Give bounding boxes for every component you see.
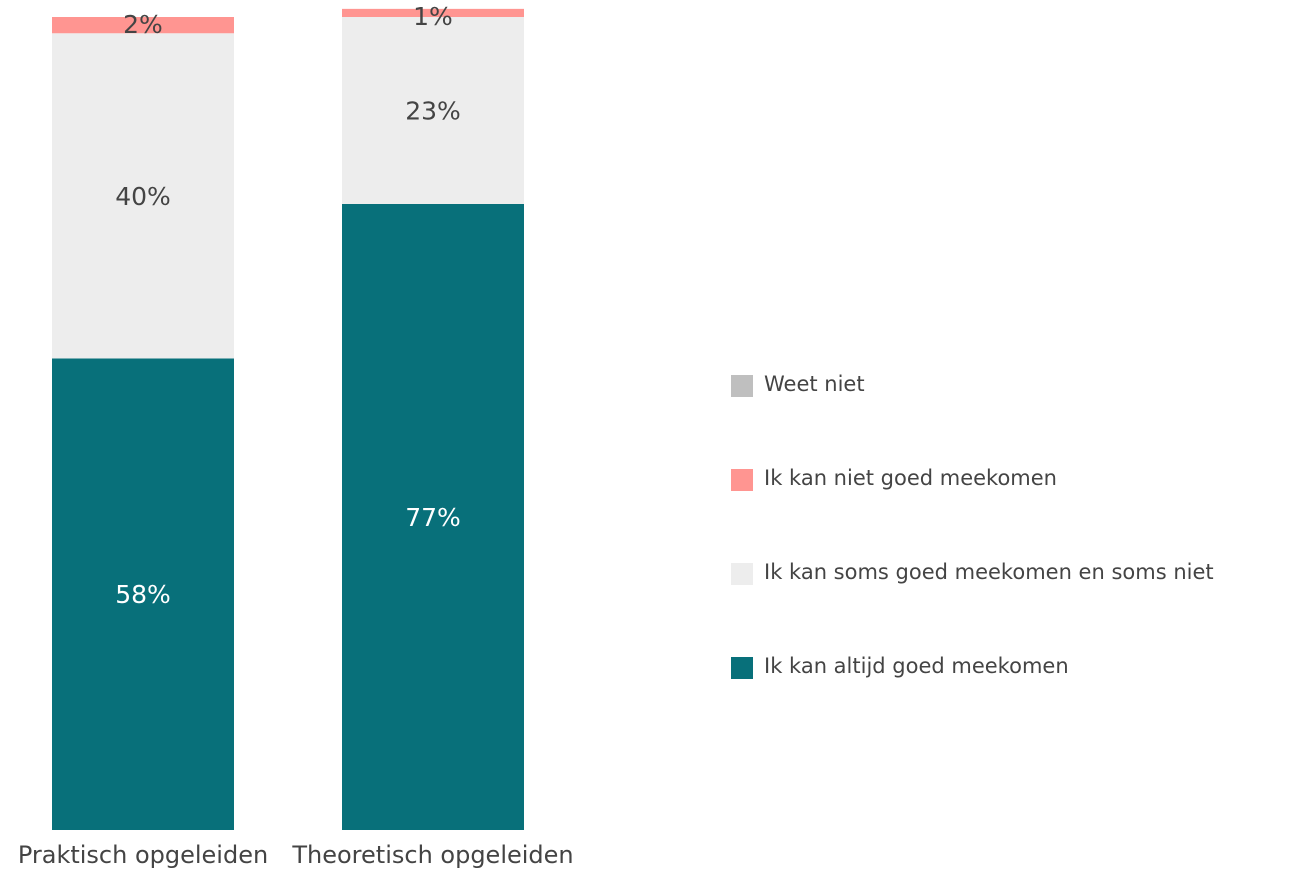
data-label-theoretisch-opgeleiden-ik-kan-altijd-goed-meekomen: 77% (405, 503, 461, 532)
bar-segment-praktisch-opgeleiden-ik-kan-altijd-goed-meekomen (52, 358, 234, 830)
legend-label-weet-niet: Weet niet (764, 372, 865, 396)
legend-label-ik-kan-niet-goed-meekomen: Ik kan niet goed meekomen (764, 466, 1057, 490)
bar-segment-praktisch-opgeleiden-ik-kan-niet-goed-meekomen (52, 17, 234, 34)
legend-swatch-weet-niet (731, 375, 753, 397)
legend-swatch-ik-kan-niet-goed-meekomen (731, 469, 753, 491)
legend-label-ik-kan-altijd-goed-meekomen: Ik kan altijd goed meekomen (764, 654, 1069, 678)
bar-segment-theoretisch-opgeleiden-ik-kan-niet-goed-meekomen (342, 8, 524, 17)
category-label-praktisch-opgeleiden: Praktisch opgeleiden (18, 841, 268, 869)
bar-segment-theoretisch-opgeleiden-ik-kan-altijd-goed-meekomen (342, 203, 524, 831)
data-label-praktisch-opgeleiden-ik-kan-soms-goed-meekomen-en-soms-niet: 40% (115, 182, 171, 211)
segment-labels-group: 58% 40% 2% 77% 23% 1% (115, 2, 461, 609)
bars-group (52, 8, 524, 831)
legend-swatch-ik-kan-altijd-goed-meekomen (731, 657, 753, 679)
category-label-theoretisch-opgeleiden: Theoretisch opgeleiden (291, 841, 573, 869)
bar-segment-theoretisch-opgeleiden-ik-kan-soms-goed-meekomen-en-soms-niet (342, 17, 524, 204)
data-label-theoretisch-opgeleiden-ik-kan-niet-goed-meekomen: 1% (413, 2, 453, 31)
data-label-praktisch-opgeleiden-ik-kan-niet-goed-meekomen: 2% (123, 10, 163, 39)
legend-label-ik-kan-soms-goed-meekomen-en-soms-niet: Ik kan soms goed meekomen en soms niet (764, 560, 1214, 584)
data-label-theoretisch-opgeleiden-ik-kan-soms-goed-meekomen-en-soms-niet: 23% (405, 96, 461, 125)
legend-swatch-ik-kan-soms-goed-meekomen-en-soms-niet (731, 563, 753, 585)
category-labels-group: Praktisch opgeleiden Theoretisch opgeleid… (18, 841, 574, 869)
data-label-praktisch-opgeleiden-ik-kan-altijd-goed-meekomen: 58% (115, 580, 171, 609)
bar-segment-praktisch-opgeleiden-ik-kan-soms-goed-meekomen-en-soms-niet (52, 33, 234, 359)
legend: Weet niet Ik kan niet goed meekomen Ik kan… (731, 372, 1214, 679)
